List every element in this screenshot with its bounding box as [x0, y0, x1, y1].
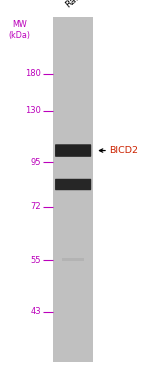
Text: 180: 180: [25, 69, 41, 78]
FancyBboxPatch shape: [55, 144, 91, 157]
Text: 55: 55: [31, 256, 41, 265]
Text: Rat2: Rat2: [63, 0, 85, 9]
Text: 130: 130: [25, 106, 41, 115]
Text: 95: 95: [31, 158, 41, 167]
Text: 43: 43: [31, 307, 41, 316]
Text: BICD2: BICD2: [110, 146, 138, 155]
Text: 72: 72: [31, 202, 41, 211]
FancyBboxPatch shape: [55, 179, 91, 190]
Bar: [53, 17, 93, 362]
Text: MW
(kDa): MW (kDa): [9, 20, 30, 40]
Bar: [62, 258, 84, 261]
